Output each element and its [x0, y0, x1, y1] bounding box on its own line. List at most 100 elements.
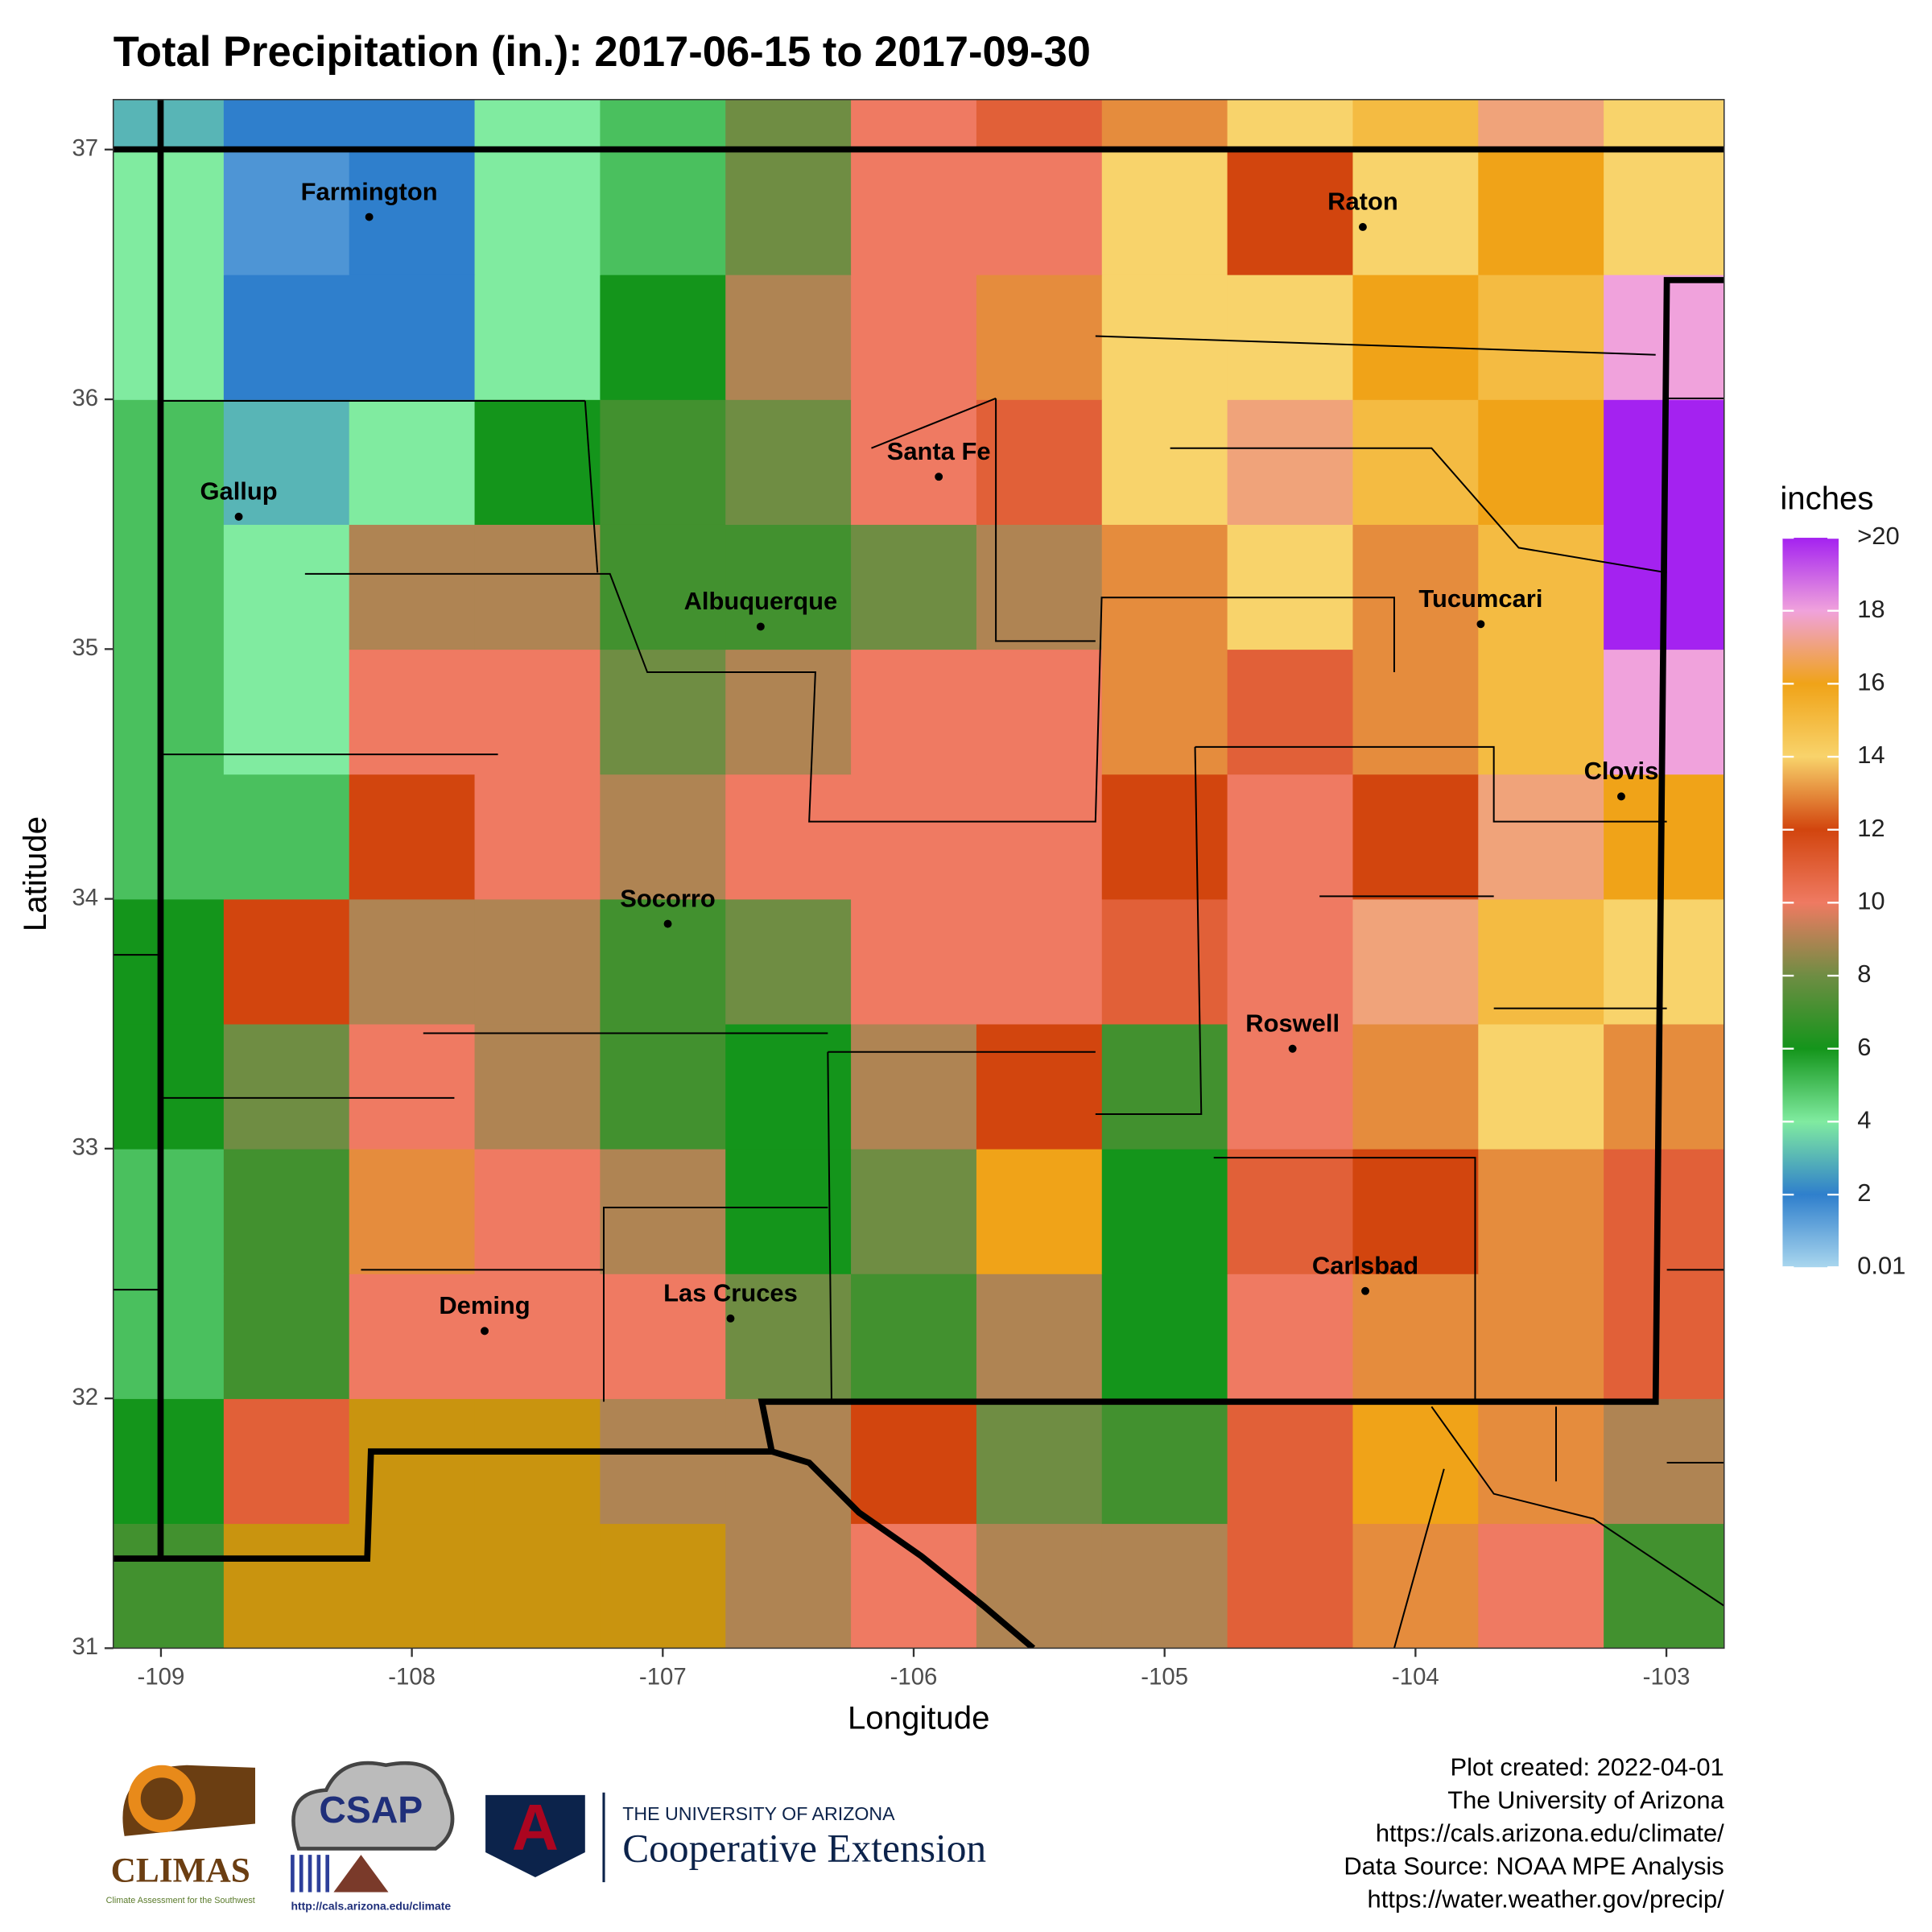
cell: [1227, 524, 1354, 650]
credit-line: Plot created: 2022-04-01: [1451, 1753, 1724, 1781]
ua-name: THE UNIVERSITY OF ARIZONA: [622, 1803, 895, 1824]
cell: [851, 99, 977, 151]
cell: [1478, 1148, 1604, 1274]
cell: [349, 1023, 476, 1150]
cell: [1227, 274, 1354, 400]
legend-tick-label: 4: [1857, 1106, 1871, 1134]
cell: [113, 898, 225, 1025]
y-tick-label: 31: [72, 1633, 98, 1660]
cell: [113, 149, 225, 275]
cell: [976, 524, 1103, 650]
cell: [113, 99, 225, 151]
cell: [223, 774, 350, 900]
cell: [725, 774, 852, 900]
cell: [474, 399, 601, 525]
city-label: Albuquerque: [684, 587, 838, 615]
credit-line: The University of Arizona: [1447, 1786, 1724, 1814]
cell: [1227, 399, 1354, 525]
cell: [1101, 1148, 1228, 1274]
legend-tick-label: 14: [1857, 741, 1885, 769]
cell: [223, 274, 350, 400]
no-data-cell: [474, 1523, 601, 1649]
cell: [976, 1023, 1103, 1150]
legend-tick-label: 18: [1857, 595, 1885, 623]
cell: [1352, 898, 1480, 1025]
credit-line: https://water.weather.gov/precip/: [1368, 1885, 1725, 1913]
cell: [1227, 774, 1354, 900]
cell: [1604, 898, 1724, 1025]
cell: [1478, 1398, 1604, 1525]
y-axis-label: Latitude: [17, 816, 53, 931]
cell: [1352, 1398, 1480, 1525]
cell: [1478, 898, 1604, 1025]
city-dot: [1358, 223, 1367, 231]
cell: [976, 274, 1103, 400]
x-tick-label: -103: [1643, 1663, 1690, 1690]
cell: [223, 1023, 350, 1150]
cell: [1227, 1523, 1354, 1649]
cell: [1352, 99, 1480, 151]
cell: [600, 399, 727, 525]
climas-subtitle: Climate Assessment for the Southwest: [106, 1896, 255, 1905]
cell: [349, 898, 476, 1025]
cell: [1227, 1148, 1354, 1274]
y-tick-label: 33: [72, 1134, 98, 1161]
csap-url: http://cals.arizona.edu/climate: [291, 1900, 452, 1913]
cell: [851, 524, 977, 650]
cell: [725, 1023, 852, 1150]
cell: [1478, 1023, 1604, 1150]
city-dot: [1288, 1044, 1297, 1053]
cell: [1227, 1398, 1354, 1525]
city-dot: [234, 512, 243, 521]
cell: [725, 1148, 852, 1274]
x-tick-label: -108: [388, 1663, 436, 1690]
cell: [851, 1023, 977, 1150]
cell: [600, 1274, 727, 1399]
ua-letter: A: [512, 1792, 559, 1864]
state-border: [113, 99, 1724, 1649]
cell: [600, 1148, 727, 1274]
cell: [349, 274, 476, 400]
cell: [725, 898, 852, 1025]
cell: [725, 99, 852, 151]
cell: [349, 774, 476, 900]
x-tick-label: -107: [639, 1663, 687, 1690]
city-dot: [663, 919, 672, 928]
climas-logo: CLIMAS Climate Assessment for the Southw…: [106, 1765, 256, 1905]
x-tick-label: -106: [890, 1663, 938, 1690]
cell: [349, 149, 476, 275]
city-dot: [1617, 792, 1625, 801]
cell: [1227, 898, 1354, 1025]
cell: [1478, 649, 1604, 775]
cell: [474, 649, 601, 775]
cell: [1227, 99, 1354, 151]
legend-tick-label: 10: [1857, 887, 1885, 915]
cell: [851, 399, 977, 525]
city-label: Socorro: [620, 884, 716, 912]
cell: [976, 399, 1103, 525]
cell: [600, 649, 727, 775]
cell: [1352, 1274, 1480, 1399]
city-label: Gallup: [200, 477, 277, 506]
cell: [1352, 524, 1480, 650]
city-label: Tucumcari: [1418, 584, 1542, 613]
legend: inches 0.01 2 4 6 8 10 12 14 16 18 >20: [1780, 480, 1905, 1279]
cell: [1478, 774, 1604, 900]
city-label: Santa Fe: [887, 437, 991, 465]
cell: [1227, 149, 1354, 275]
credit-line: https://cals.arizona.edu/climate/: [1376, 1819, 1724, 1847]
cell: [976, 99, 1103, 151]
cell: [1101, 149, 1228, 275]
cell: [349, 649, 476, 775]
cell: [851, 649, 977, 775]
cell: [113, 1148, 225, 1274]
cell: [851, 149, 977, 275]
cell: [223, 898, 350, 1025]
cell: [113, 1398, 225, 1525]
legend-tick-label: >20: [1857, 522, 1899, 550]
cell: [349, 1274, 476, 1399]
cell: [1227, 1023, 1354, 1150]
cell: [976, 898, 1103, 1025]
cell: [1352, 399, 1480, 525]
